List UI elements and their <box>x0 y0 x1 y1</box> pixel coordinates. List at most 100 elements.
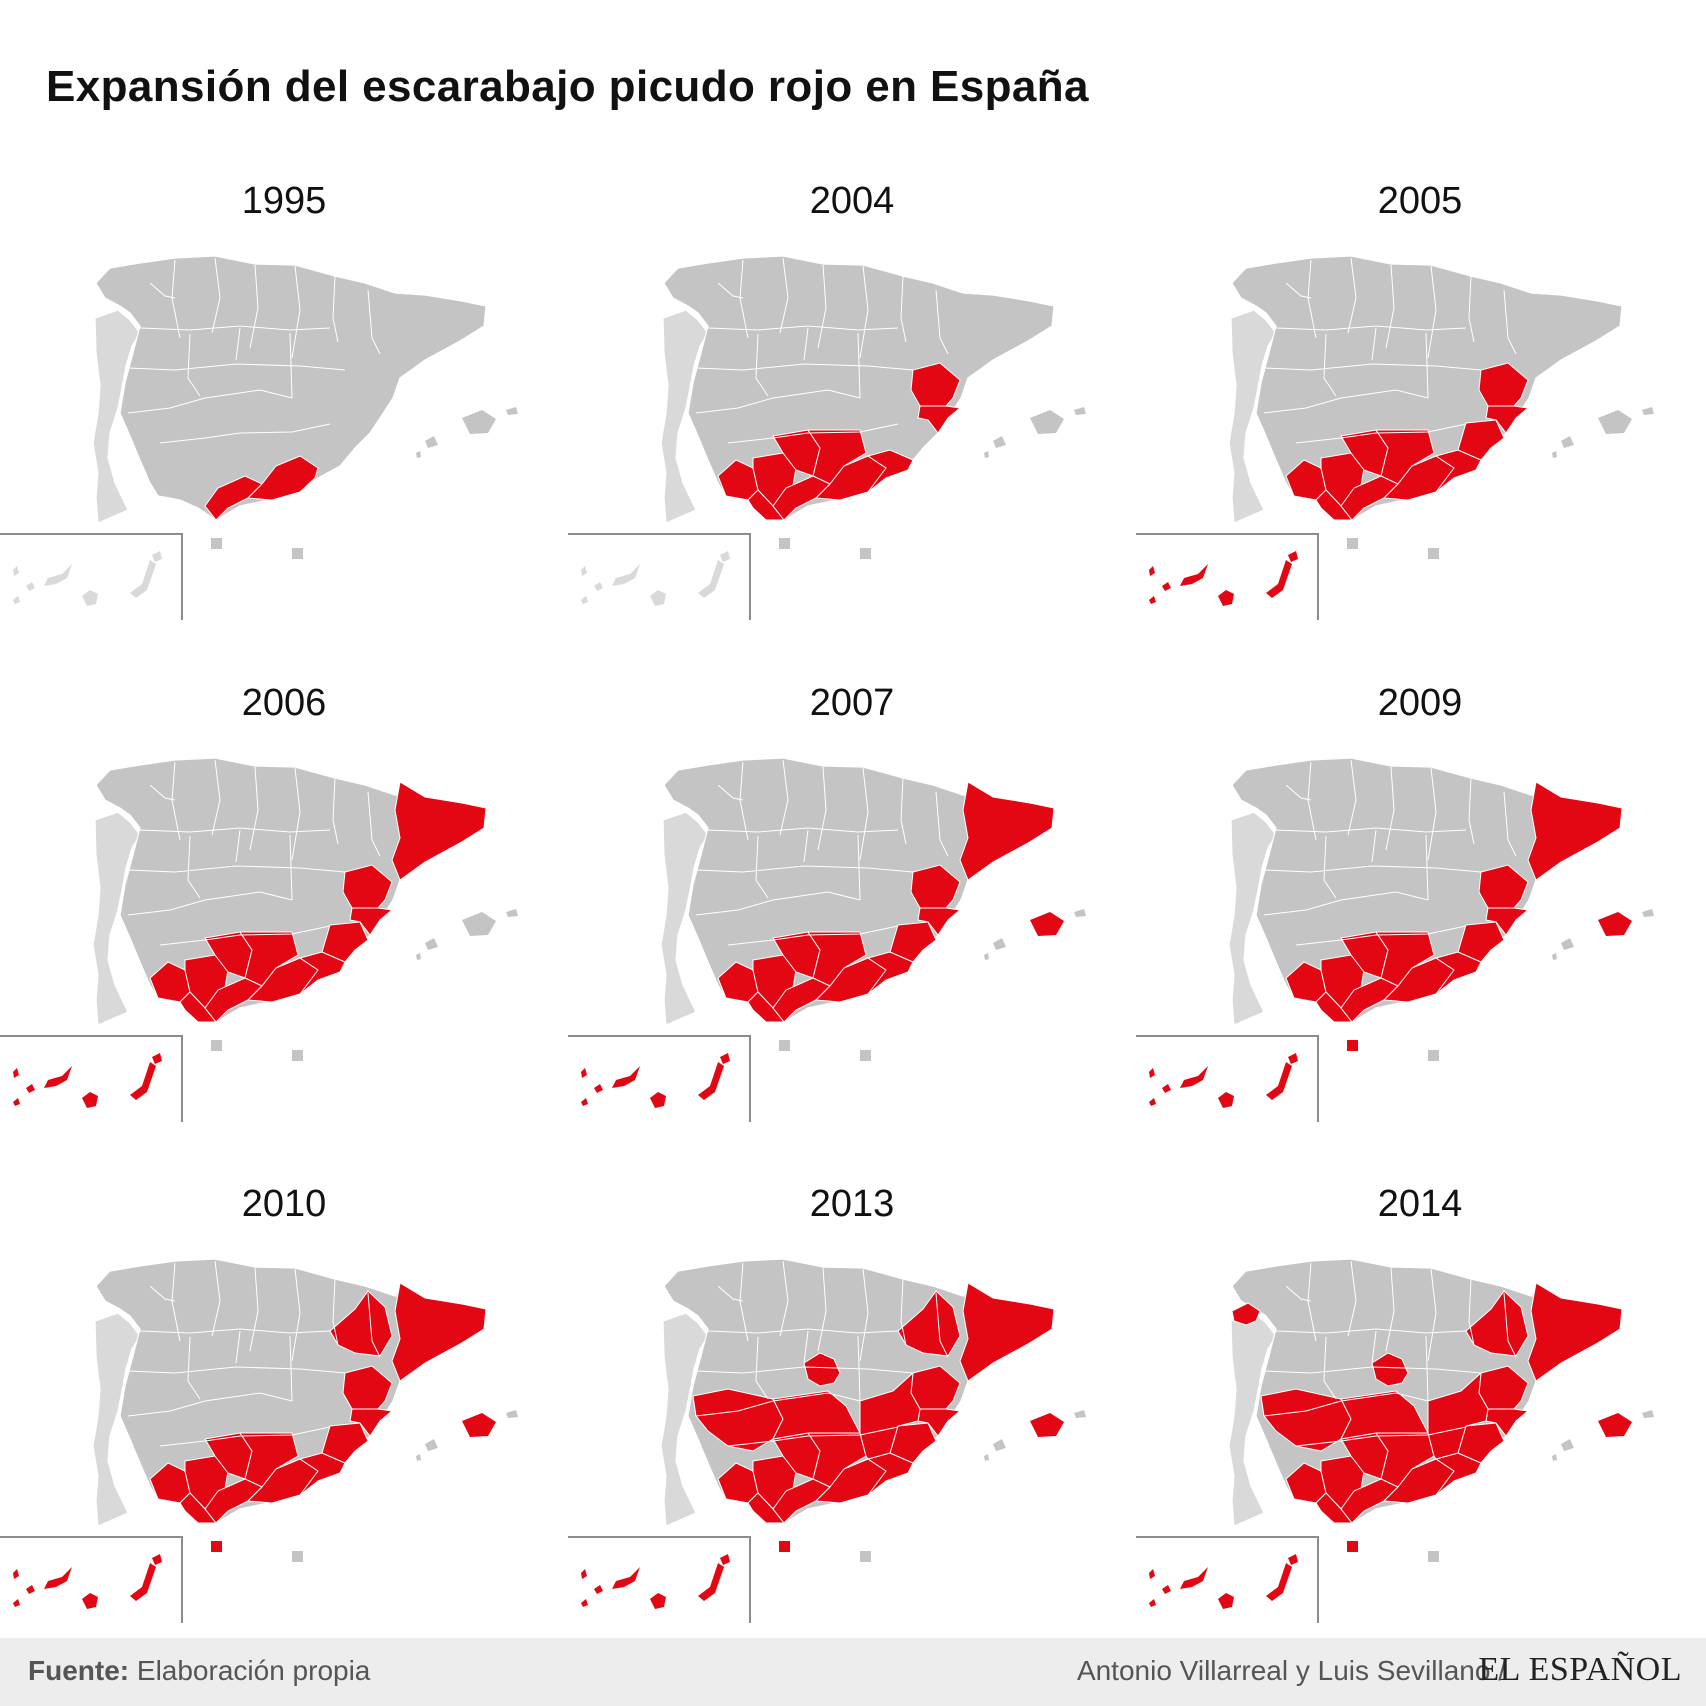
page-title: Expansión del escarabajo picudo rojo en … <box>46 62 1089 111</box>
province-border <box>717 1285 744 1302</box>
region-valencia <box>910 864 961 909</box>
canary-island <box>612 1066 640 1088</box>
province-border <box>1347 759 1357 836</box>
region-cataluña <box>1527 1282 1623 1382</box>
year-label: 2007 <box>809 682 895 724</box>
canary-island <box>1218 1593 1234 1609</box>
canary-island <box>1288 1554 1298 1565</box>
region-zaragoza <box>329 1290 393 1357</box>
canary-island <box>1218 590 1234 606</box>
province-border <box>695 363 914 371</box>
province-border <box>235 1330 241 1364</box>
canary-island <box>581 1068 587 1078</box>
province-border <box>1263 891 1429 916</box>
province-border <box>1285 784 1312 801</box>
canary-inset-frame <box>1136 1536 1319 1623</box>
canary-island <box>581 566 587 576</box>
melilla-marker <box>860 548 871 559</box>
ceuta-marker <box>211 1040 222 1051</box>
canary-island <box>720 551 730 562</box>
map-panel: 2004 <box>568 180 1136 680</box>
province-border <box>803 829 809 863</box>
province-border <box>1503 791 1517 857</box>
source-label: Fuente: <box>28 1655 130 1686</box>
canary-island <box>720 1053 730 1064</box>
region-cataluña <box>391 781 487 881</box>
region-murcia <box>321 921 369 963</box>
canary-island <box>650 1593 666 1609</box>
canary-island <box>1180 1567 1208 1589</box>
balearic-island <box>416 953 421 960</box>
province-border <box>859 265 869 359</box>
province-border <box>211 1260 221 1337</box>
balearic-island <box>1598 1413 1632 1437</box>
province-border <box>717 282 744 299</box>
province-border <box>1285 282 1312 299</box>
region-alicante <box>1485 1408 1530 1437</box>
province-border <box>717 784 744 801</box>
province-border <box>1503 1292 1517 1358</box>
province-border <box>1385 1267 1395 1352</box>
province-border <box>235 327 241 361</box>
balearic-island <box>1074 909 1086 917</box>
iberia-map <box>1136 757 1654 1122</box>
province-border <box>1427 1268 1437 1362</box>
balearic-island <box>425 1439 438 1451</box>
map-panel: 2005 <box>1136 180 1704 680</box>
province-border <box>1295 925 1467 946</box>
province-border <box>139 325 331 331</box>
source-text: Elaboración propia <box>136 1655 371 1686</box>
map-panel: 2013 <box>568 1183 1136 1683</box>
balearic-island <box>1642 1410 1654 1418</box>
province-border <box>289 332 293 399</box>
province-border <box>739 761 749 841</box>
canary-inset-frame <box>568 1035 751 1122</box>
balearic-island <box>425 436 438 448</box>
province-border <box>1468 1278 1475 1346</box>
balearic-island <box>1561 1439 1574 1451</box>
canary-island <box>581 596 588 604</box>
province-border <box>755 835 769 899</box>
province-border <box>1263 1392 1429 1417</box>
balearic-island <box>506 1410 518 1418</box>
balearic-island <box>1561 938 1574 950</box>
canary-island <box>720 1554 730 1565</box>
map-panel: 2007 <box>568 682 1136 1182</box>
canary-island <box>26 582 35 591</box>
province-border <box>159 925 331 946</box>
canary-island <box>1149 566 1155 576</box>
province-border <box>249 1267 259 1352</box>
ceuta-marker <box>779 1541 790 1552</box>
canary-island <box>1162 1585 1171 1594</box>
canary-island <box>650 590 666 606</box>
region-alicante <box>917 1408 962 1437</box>
canary-island <box>698 1062 724 1100</box>
balearic-island <box>416 451 421 458</box>
balearic-island <box>462 410 496 434</box>
canary-island <box>1218 1092 1234 1108</box>
province-border <box>127 891 293 916</box>
province-border <box>139 827 331 833</box>
province-border <box>332 777 339 845</box>
canary-island <box>13 1098 20 1106</box>
canary-island <box>1149 1569 1155 1579</box>
canary-island <box>26 1585 35 1594</box>
province-border <box>857 1335 861 1402</box>
province-border <box>935 289 949 355</box>
canary-island <box>44 1066 72 1088</box>
year-label: 2004 <box>809 180 895 222</box>
year-label: 2013 <box>809 1183 895 1225</box>
iberia-map <box>568 757 1086 1122</box>
province-border <box>1295 423 1467 444</box>
balearic-island <box>993 938 1006 950</box>
province-border <box>935 1292 949 1358</box>
province-border <box>1323 333 1337 397</box>
canary-island <box>1162 582 1171 591</box>
author-credit: Antonio Villarreal y Luis Sevillano / <box>1076 1655 1506 1686</box>
melilla-marker <box>1428 1551 1439 1562</box>
province-border <box>1285 1285 1312 1302</box>
province-border <box>1468 777 1475 845</box>
province-border <box>779 257 789 334</box>
canary-inset-frame <box>1136 533 1319 620</box>
province-border <box>289 1335 293 1402</box>
